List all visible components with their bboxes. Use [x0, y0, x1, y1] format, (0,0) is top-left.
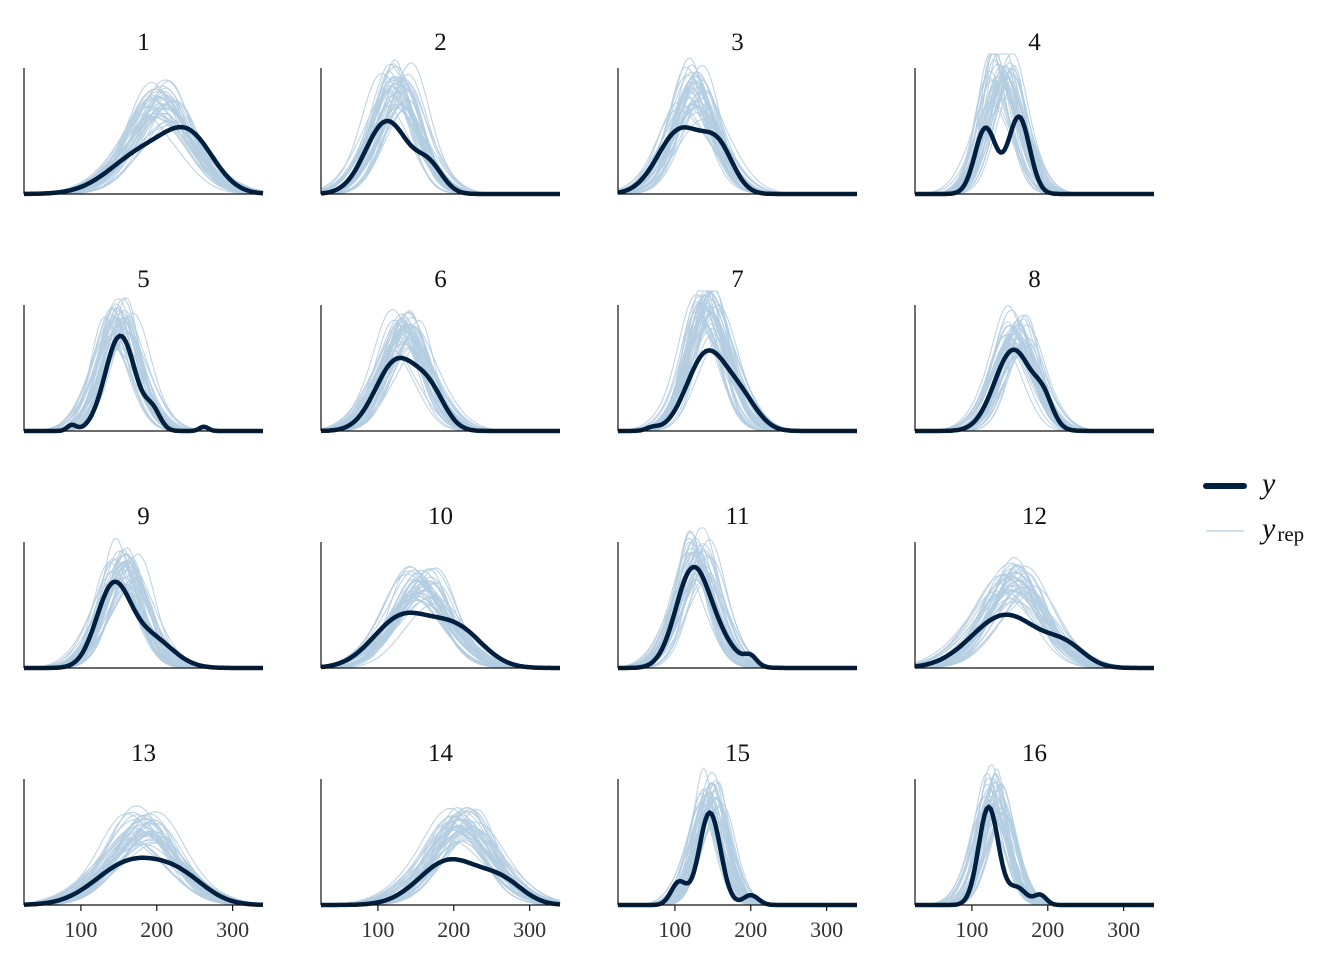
panel-title: 1	[137, 29, 150, 56]
panel-4: 4	[914, 29, 1155, 197]
panel-12: 12	[914, 503, 1155, 671]
yrep-line	[915, 764, 1154, 906]
yrep-line	[915, 795, 1154, 906]
yrep-line	[915, 772, 1154, 906]
x-tick-label: 100	[658, 917, 691, 942]
yrep-line	[915, 81, 1154, 195]
x-tick-label: 200	[734, 917, 767, 942]
y-line	[320, 355, 561, 434]
yrep-line	[915, 783, 1154, 906]
y-line	[914, 612, 1155, 671]
panel-title: 4	[1028, 29, 1041, 56]
yrep-line	[915, 773, 1154, 906]
panel-1: 1	[23, 29, 264, 197]
legend: y yrep	[1203, 467, 1304, 546]
yrep-line	[24, 835, 263, 906]
y-line	[23, 124, 264, 197]
yrep-line	[321, 840, 561, 906]
yrep-line	[915, 773, 1154, 906]
yrep-lines	[915, 305, 1154, 432]
panel-title: 2	[434, 29, 447, 56]
x-tick-label: 300	[513, 917, 546, 942]
x-tick-label: 300	[1107, 917, 1140, 942]
yrep-lines	[915, 764, 1154, 906]
x-tick-label: 300	[810, 917, 843, 942]
yrep-line	[915, 778, 1154, 906]
x-tick-label: 300	[216, 917, 249, 942]
panel-10: 10	[320, 503, 561, 671]
yrep-lines	[23, 537, 263, 669]
yrep-line	[24, 340, 263, 432]
panel-title: 9	[137, 503, 150, 530]
panel-16: 16 100 200 300	[914, 740, 1155, 942]
legend-yrep-main: y	[1259, 512, 1276, 545]
panel-title: 7	[731, 266, 744, 293]
yrep-lines	[617, 527, 857, 669]
yrep-line	[23, 805, 264, 905]
legend-yrep-label: yrep	[1259, 512, 1304, 546]
yrep-line	[915, 777, 1154, 906]
x-tick-label: 100	[955, 917, 988, 942]
y-line	[320, 610, 561, 671]
yrep-line	[915, 780, 1154, 906]
yrep-line	[915, 796, 1154, 906]
legend-yrep-sub: rep	[1277, 522, 1304, 546]
yrep-line	[915, 785, 1154, 906]
panel-7: 7	[617, 266, 858, 434]
panel-3: 3	[617, 29, 858, 197]
panel-title: 6	[434, 266, 447, 293]
yrep-line	[915, 782, 1154, 906]
yrep-line	[915, 325, 1154, 432]
panel-title: 14	[428, 740, 454, 767]
yrep-lines	[617, 290, 857, 432]
panel-title: 11	[725, 503, 749, 530]
panel-11: 11	[617, 503, 858, 671]
yrep-line	[915, 790, 1154, 906]
x-tick-label: 200	[1031, 917, 1064, 942]
yrep-line	[24, 342, 263, 432]
yrep-line	[915, 783, 1154, 906]
yrep-line	[915, 794, 1154, 906]
panel-title: 5	[137, 266, 150, 293]
yrep-lines	[23, 805, 264, 906]
panel-13: 13 100 200 300	[23, 740, 264, 942]
panel-6: 6	[320, 266, 561, 434]
panel-9: 9	[23, 503, 264, 671]
panel-2: 2	[320, 29, 561, 197]
x-tick-label: 100	[64, 917, 97, 942]
panel-5: 5	[23, 266, 264, 434]
x-tick-label: 200	[140, 917, 173, 942]
panel-title: 3	[731, 29, 744, 56]
x-tick-label: 100	[361, 917, 394, 942]
y-line	[23, 855, 264, 908]
yrep-line	[915, 783, 1154, 906]
panel-8: 8	[914, 266, 1155, 434]
panel-14: 14 100 200 300	[320, 740, 561, 942]
panel-title: 10	[428, 503, 453, 530]
legend-y-label: y	[1259, 467, 1276, 500]
yrep-line	[915, 793, 1154, 906]
yrep-lines	[320, 309, 560, 432]
yrep-line	[320, 309, 560, 432]
yrep-line	[915, 789, 1154, 906]
x-tick-label: 200	[437, 917, 470, 942]
panel-title: 13	[131, 740, 156, 767]
yrep-lines	[618, 767, 857, 906]
yrep-line	[24, 320, 263, 432]
panel-title: 15	[725, 740, 750, 767]
yrep-lines	[23, 297, 263, 432]
panel-title: 8	[1028, 266, 1041, 293]
yrep-line	[915, 796, 1154, 906]
panel-15: 15 100 200 300	[617, 740, 858, 942]
panel-title: 16	[1022, 740, 1047, 767]
yrep-line	[915, 767, 1154, 906]
panel-title: 12	[1022, 503, 1047, 530]
yrep-line	[915, 788, 1154, 906]
